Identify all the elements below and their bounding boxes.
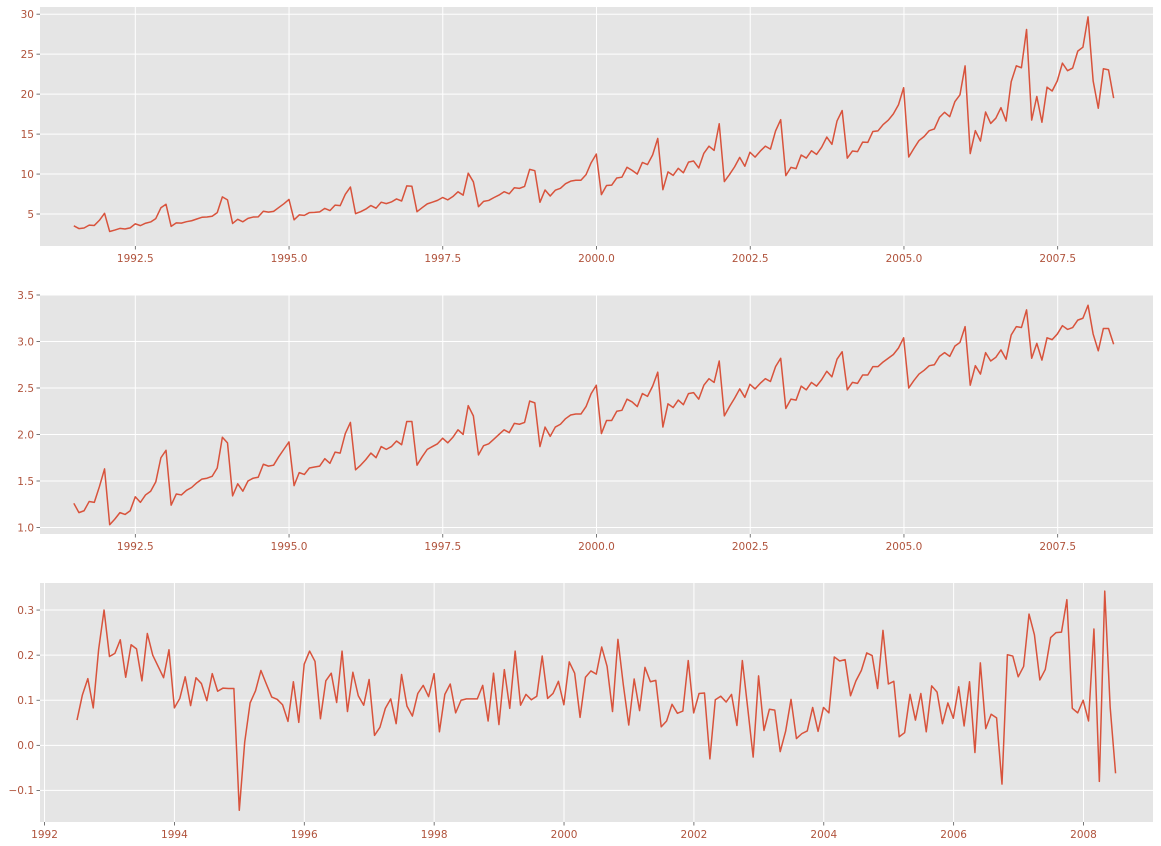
x-tick-label: 2000.0 [578, 253, 615, 265]
y-tick-label: 3.5 [17, 290, 34, 302]
x-tick-label: 2002.5 [732, 541, 769, 553]
y-tick-label: 0.0 [17, 740, 34, 752]
y-tick-label: 3.0 [17, 336, 34, 348]
x-tick-label: 2007.5 [1039, 253, 1076, 265]
y-tick-label: 15 [21, 129, 34, 141]
series-line [76, 590, 1117, 812]
subplot-1: 5 10 15 20 25 30 1992.5 1995.0 1997.5 2000.0 2002.… [21, 7, 1153, 265]
x-tick-label: 2000 [551, 829, 578, 841]
y-tick-label: 30 [21, 9, 34, 21]
x-tick-label: 2005.0 [886, 253, 923, 265]
series-line [73, 16, 1115, 233]
grid [40, 583, 1153, 822]
y-tick-label: 2.5 [17, 383, 34, 395]
y-tick-label: −0.1 [9, 785, 35, 797]
y-tick-label: 2.0 [17, 429, 34, 441]
subplot-2: 1.0 1.5 2.0 2.5 3.0 3.5 1992.5 1995.0 1997.5 2000… [17, 290, 1153, 553]
y-tick-label: 0.1 [17, 695, 34, 707]
x-tick-label: 2002 [681, 829, 708, 841]
x-tick-label: 2005.0 [886, 541, 923, 553]
x-tick-label: 2007.5 [1039, 541, 1076, 553]
grid [40, 7, 1153, 246]
y-tick-label: 20 [21, 89, 34, 101]
y-tick-label: 0.2 [17, 650, 34, 662]
x-tick-label: 1996 [291, 829, 318, 841]
x-tick-label: 1994 [161, 829, 188, 841]
x-tick-label: 2002.5 [732, 253, 769, 265]
series-line [73, 304, 1115, 526]
subplot-3: −0.1 0.0 0.1 0.2 0.3 1992 1994 1996 1998 2000 2002… [9, 583, 1153, 841]
x-tick-label: 2008 [1070, 829, 1097, 841]
x-tick-label: 1997.5 [424, 253, 461, 265]
y-tick-label: 1.5 [17, 476, 34, 488]
x-tick-label: 2004 [810, 829, 837, 841]
y-tick-label: 25 [21, 49, 34, 61]
y-tick-label: 5 [27, 209, 34, 221]
y-tick-label: 1.0 [17, 522, 34, 534]
x-tick-label: 2006 [940, 829, 967, 841]
x-tick-label: 1992.5 [117, 253, 154, 265]
x-tick-label: 1992 [31, 829, 58, 841]
x-tick-label: 2000.0 [578, 541, 615, 553]
x-tick-label: 1997.5 [424, 541, 461, 553]
x-tick-label: 1995.0 [271, 541, 308, 553]
x-tick-label: 1998 [421, 829, 448, 841]
plot-background [40, 583, 1153, 822]
y-tick-label: 0.3 [17, 605, 34, 617]
x-tick-label: 1992.5 [117, 541, 154, 553]
x-tick-label: 1995.0 [271, 253, 308, 265]
y-tick-label: 10 [21, 169, 34, 181]
